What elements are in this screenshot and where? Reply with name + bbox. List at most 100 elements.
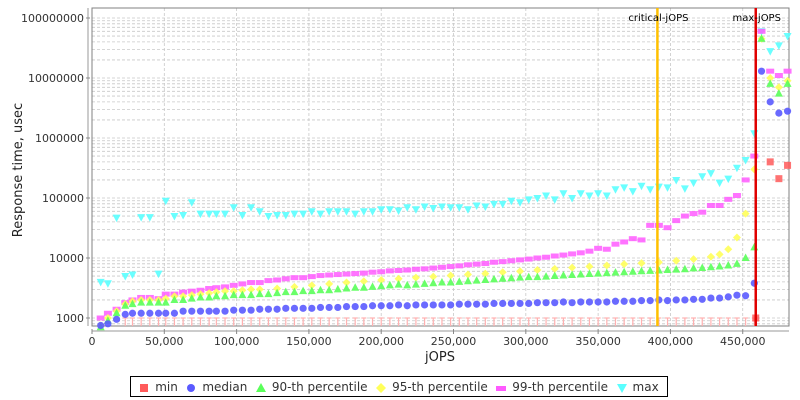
- data-point: [663, 296, 672, 305]
- data-point: [299, 304, 307, 312]
- data-point: [654, 222, 663, 228]
- x-axis: 0 50,000 100,000 150,000 200,000 250,000 300,0…: [89, 329, 789, 348]
- data-point: [162, 309, 170, 317]
- data-point: [187, 294, 196, 302]
- y-tick-label: 10000000: [28, 72, 84, 85]
- data-point: [490, 259, 499, 265]
- legend-label: max: [632, 379, 659, 394]
- data-point: [715, 262, 724, 270]
- min-lower-bars: [122, 317, 757, 326]
- data-point: [602, 192, 611, 201]
- y-tick-label: 10000: [49, 252, 84, 265]
- data-point: [411, 273, 420, 282]
- data-point: [551, 299, 559, 307]
- data-point: [481, 203, 490, 212]
- data-point: [663, 225, 672, 231]
- data-point: [394, 274, 403, 283]
- data-point: [377, 302, 385, 310]
- data-point: [359, 277, 368, 286]
- data-point: [663, 184, 672, 192]
- data-point: [290, 210, 299, 219]
- data-point: [307, 281, 316, 290]
- data-point: [377, 275, 386, 284]
- data-point: [394, 207, 403, 215]
- data-point: [757, 67, 766, 75]
- data-point: [238, 212, 247, 220]
- data-point: [594, 269, 603, 277]
- data-point: [377, 206, 386, 214]
- data-point: [637, 259, 646, 268]
- data-point: [247, 290, 256, 299]
- data-point: [524, 256, 533, 262]
- data-point: [490, 299, 498, 308]
- data-point: [783, 107, 792, 115]
- data-point: [715, 250, 724, 259]
- y-axis-title: Response time, usec: [11, 103, 26, 237]
- data-point: [146, 309, 154, 317]
- data-point: [525, 299, 533, 308]
- y-tick-label: 1000: [56, 312, 84, 325]
- data-point: [316, 273, 325, 279]
- data-point: [179, 307, 187, 315]
- data-point: [437, 278, 446, 286]
- data-point: [533, 299, 541, 307]
- data-point: [741, 209, 750, 218]
- data-point: [516, 267, 525, 276]
- data-point: [533, 272, 542, 281]
- data-point: [672, 265, 681, 273]
- data-point: [646, 222, 655, 228]
- data-point: [706, 262, 715, 271]
- data-point: [334, 303, 342, 312]
- data-point: [602, 246, 611, 252]
- data-point: [741, 156, 750, 165]
- data-point: [170, 213, 179, 221]
- data-point: [698, 295, 706, 303]
- data-point: [307, 208, 316, 216]
- data-point: [403, 204, 412, 212]
- data-point: [161, 197, 170, 206]
- x-tick-label: 150,000: [286, 335, 332, 348]
- data-point: [429, 265, 438, 271]
- data-point: [611, 241, 620, 247]
- data-point: [646, 266, 655, 274]
- data-point: [455, 263, 464, 269]
- data-point: [325, 279, 334, 288]
- data-point: [429, 301, 437, 309]
- data-point: [757, 34, 766, 42]
- data-point: [455, 204, 464, 212]
- data-point: [559, 252, 568, 258]
- data-point: [429, 278, 438, 287]
- y-tick-label: 100000000: [21, 12, 84, 25]
- data-point: [550, 271, 559, 280]
- data-point: [628, 267, 637, 275]
- data-point: [437, 203, 446, 212]
- legend-item-99th: 99-th percentile: [496, 380, 608, 394]
- data-point: [594, 245, 603, 251]
- data-point: [715, 294, 724, 302]
- data-point: [481, 300, 489, 308]
- data-point: [724, 293, 732, 301]
- data-point: [568, 270, 577, 279]
- data-point: [585, 269, 594, 278]
- data-point: [524, 272, 533, 281]
- x-tick-label: 100,000: [214, 335, 260, 348]
- data-point: [179, 289, 188, 295]
- x-axis-title: jOPS: [424, 350, 455, 365]
- data-point: [654, 265, 663, 274]
- data-point: [550, 264, 559, 273]
- data-point: [784, 161, 792, 169]
- x-tick-label: 200,000: [358, 335, 404, 348]
- data-point: [273, 288, 282, 297]
- data-point: [385, 268, 394, 274]
- data-point: [121, 301, 130, 309]
- data-point: [490, 274, 499, 283]
- data-point: [403, 302, 411, 310]
- data-point: [342, 302, 351, 311]
- data-point: [766, 48, 775, 56]
- data-point: [145, 298, 154, 306]
- data-point: [255, 289, 264, 298]
- data-point: [282, 304, 290, 312]
- data-point: [516, 199, 525, 207]
- data-point: [205, 292, 214, 301]
